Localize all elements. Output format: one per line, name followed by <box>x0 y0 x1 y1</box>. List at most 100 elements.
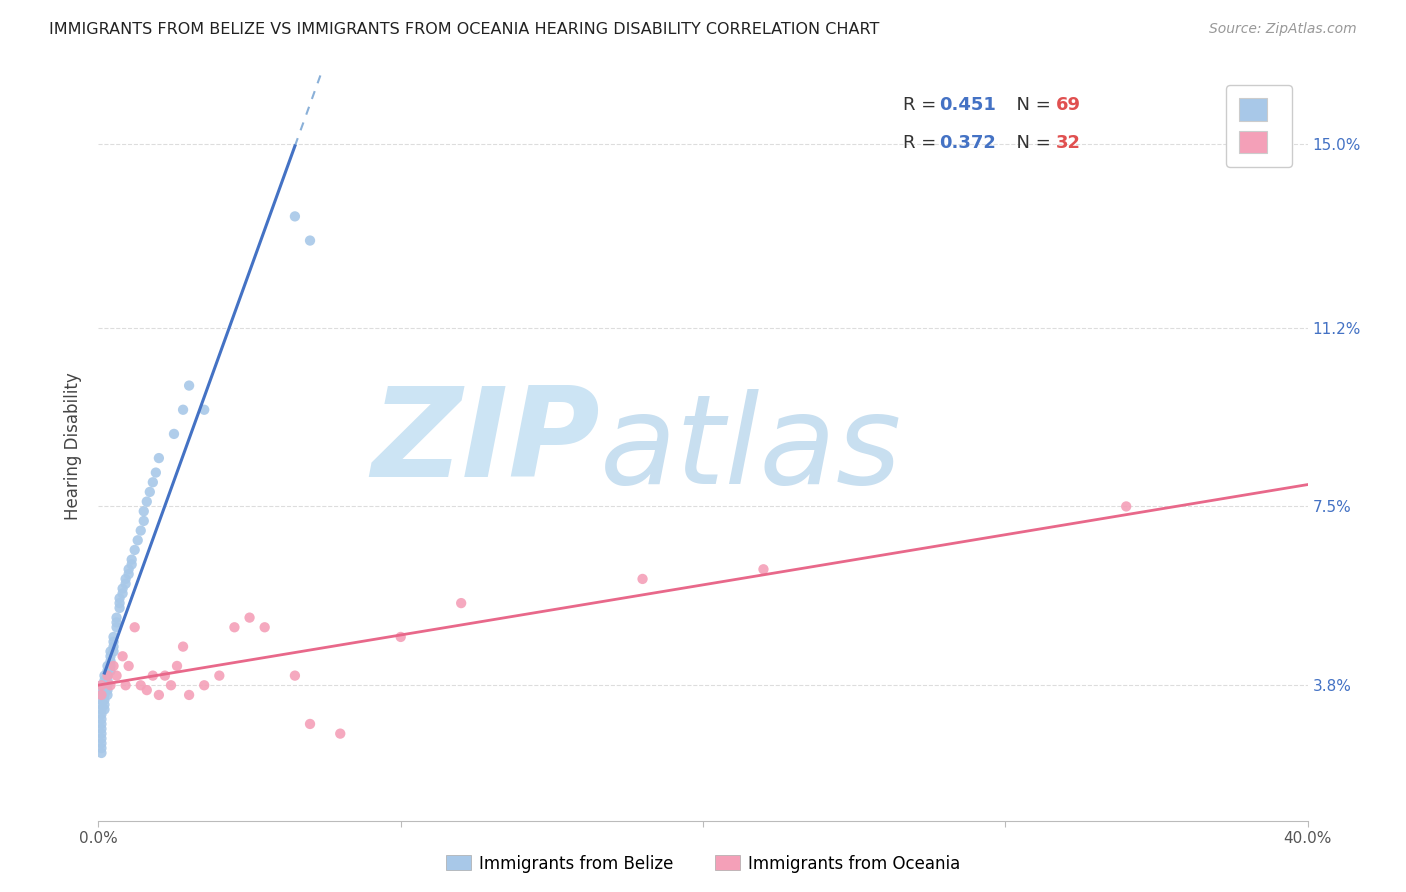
Point <box>93 683 115 698</box>
Point <box>389 630 412 644</box>
Point <box>105 615 128 630</box>
Point <box>90 678 112 692</box>
Point <box>124 543 146 558</box>
Point <box>93 673 115 688</box>
Point <box>163 426 186 441</box>
Point <box>142 668 165 682</box>
Point <box>114 678 136 692</box>
Point <box>96 664 118 678</box>
Text: IMMIGRANTS FROM BELIZE VS IMMIGRANTS FROM OCEANIA HEARING DISABILITY CORRELATION: IMMIGRANTS FROM BELIZE VS IMMIGRANTS FRO… <box>49 22 880 37</box>
Text: atlas: atlas <box>600 389 903 510</box>
Legend: , : , <box>1226 85 1292 167</box>
Point <box>148 451 170 466</box>
Point <box>90 693 112 707</box>
Point <box>90 698 112 712</box>
Point <box>284 210 307 224</box>
Point <box>93 678 115 692</box>
Point <box>135 683 157 698</box>
Point <box>284 668 307 682</box>
Point <box>111 582 134 596</box>
Point <box>114 572 136 586</box>
Point <box>100 644 122 658</box>
Point <box>90 722 112 736</box>
Point <box>90 717 112 731</box>
Point <box>111 586 134 600</box>
Point <box>111 649 134 664</box>
Text: N =: N = <box>1005 96 1057 114</box>
Point <box>329 726 352 740</box>
Point <box>172 402 194 417</box>
Point <box>103 659 125 673</box>
Point <box>103 630 125 644</box>
Point <box>299 234 322 248</box>
Y-axis label: Hearing Disability: Hearing Disability <box>65 372 83 520</box>
Point <box>93 693 115 707</box>
Point <box>631 572 654 586</box>
Point <box>135 494 157 508</box>
Text: 0.451: 0.451 <box>939 96 995 114</box>
Point <box>108 591 131 606</box>
Legend: Immigrants from Belize, Immigrants from Oceania: Immigrants from Belize, Immigrants from … <box>439 848 967 880</box>
Point <box>166 659 188 673</box>
Point <box>114 576 136 591</box>
Point <box>129 524 152 538</box>
Point <box>90 683 112 698</box>
Point <box>93 688 115 702</box>
Point <box>118 567 141 582</box>
Point <box>1115 500 1137 514</box>
Text: 0.372: 0.372 <box>939 134 995 152</box>
Point <box>208 668 231 682</box>
Point <box>160 678 183 692</box>
Point <box>90 731 112 746</box>
Point <box>90 712 112 726</box>
Text: 32: 32 <box>1056 134 1081 152</box>
Text: Source: ZipAtlas.com: Source: ZipAtlas.com <box>1209 22 1357 37</box>
Point <box>105 620 128 634</box>
Point <box>108 601 131 615</box>
Point <box>129 678 152 692</box>
Point <box>193 678 215 692</box>
Point <box>90 688 112 702</box>
Point <box>193 402 215 417</box>
Point <box>100 664 122 678</box>
Point <box>124 620 146 634</box>
Point <box>153 668 176 682</box>
Point <box>145 466 167 480</box>
Point <box>90 741 112 756</box>
Point <box>96 678 118 692</box>
Point <box>96 668 118 682</box>
Point <box>103 644 125 658</box>
Point <box>139 484 162 499</box>
Point <box>148 688 170 702</box>
Point <box>96 688 118 702</box>
Point <box>90 707 112 722</box>
Point <box>100 678 122 692</box>
Point <box>108 596 131 610</box>
Point <box>172 640 194 654</box>
Text: R =: R = <box>903 96 942 114</box>
Point <box>100 659 122 673</box>
Point <box>93 698 115 712</box>
Point <box>90 726 112 740</box>
Text: N =: N = <box>1005 134 1057 152</box>
Point <box>90 678 112 692</box>
Text: 69: 69 <box>1056 96 1081 114</box>
Point <box>132 514 155 528</box>
Point <box>100 649 122 664</box>
Point <box>118 562 141 576</box>
Point <box>118 659 141 673</box>
Text: R =: R = <box>903 134 942 152</box>
Point <box>239 610 262 624</box>
Point <box>179 688 201 702</box>
Point <box>90 746 112 760</box>
Point <box>103 640 125 654</box>
Point <box>90 688 112 702</box>
Point <box>179 378 201 392</box>
Point <box>299 717 322 731</box>
Point <box>93 702 115 716</box>
Point <box>127 533 149 548</box>
Point <box>132 504 155 518</box>
Point <box>96 659 118 673</box>
Point <box>96 673 118 688</box>
Text: ZIP: ZIP <box>371 382 600 503</box>
